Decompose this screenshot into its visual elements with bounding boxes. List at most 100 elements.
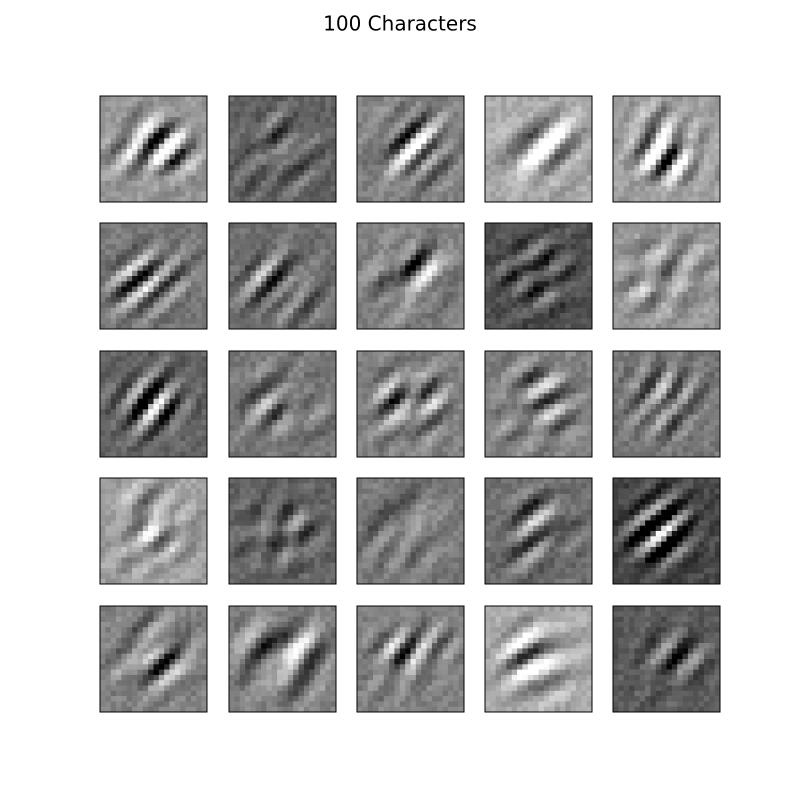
pixel [357,297,363,303]
pixel [623,291,630,298]
pixel [575,302,582,309]
pixel [196,149,202,155]
pixel [383,143,390,150]
pixel [105,122,111,129]
pixel [180,244,186,250]
pixel [261,297,267,303]
pixel [378,265,385,271]
pixel [399,101,406,107]
pixel [250,149,257,155]
pixel [511,233,518,240]
pixel [314,244,321,250]
pixel [105,186,111,192]
pixel [559,106,566,113]
pixel [185,430,192,437]
pixel [421,372,427,378]
pixel [613,244,619,250]
pixel [169,122,176,129]
pixel [517,307,523,314]
pixel [137,361,144,368]
pixel [190,351,197,357]
pixel [527,270,534,277]
pixel [234,133,240,139]
pixel [618,175,624,182]
pixel [293,270,299,277]
pixel [389,238,395,245]
pixel [239,238,246,245]
pixel [634,127,641,134]
pixel [682,133,689,139]
pixel [148,159,154,166]
pixel [303,281,310,287]
pixel [185,291,192,298]
pixel [239,254,246,261]
pixel [357,138,363,144]
pixel [426,382,433,389]
pixel [239,175,246,182]
pixel [581,138,587,144]
pixel [282,307,289,314]
pixel [543,175,550,182]
pixel [703,254,710,261]
pixel [570,175,577,182]
pixel [442,260,449,266]
pixel [190,170,197,176]
pixel [201,265,208,271]
pixel [437,127,443,134]
pixel [565,191,571,197]
pixel [164,249,170,256]
pixel [105,307,111,314]
pixel [239,313,246,319]
pixel [655,191,662,197]
pixel [703,297,710,303]
image-panel [612,222,721,330]
pixel [201,254,208,261]
pixel [453,196,459,203]
pixel [703,191,710,197]
pixel [698,307,705,314]
pixel [174,281,181,287]
pixel [293,393,299,399]
pixel [362,307,368,314]
pixel [164,143,170,150]
pixel [394,191,401,197]
pixel [373,238,379,245]
pixel [394,186,401,192]
pixel [132,409,138,415]
pixel [506,233,513,240]
pixel [554,270,561,277]
pixel [661,170,667,176]
pixel [501,154,507,160]
pixel [164,164,170,171]
pixel [522,117,529,123]
pixel [201,388,208,394]
pixel [121,180,128,187]
pixel [623,244,630,250]
pixel [190,154,197,160]
pixel [239,96,246,102]
pixel [549,238,555,245]
pixel [105,175,111,182]
pixel [100,228,106,234]
pixel [148,254,154,261]
pixel [266,196,273,203]
pixel [495,286,502,293]
pixel [250,228,257,234]
pixel [655,106,662,113]
pixel [383,313,390,319]
pixel [410,228,417,234]
pixel [298,138,305,144]
pixel [229,356,235,362]
pixel [714,170,721,176]
pixel [634,180,641,187]
pixel [169,323,176,330]
pixel [575,191,582,197]
pixel [277,175,283,182]
pixel [132,127,138,134]
pixel [153,419,160,426]
pixel [245,244,251,250]
pixel [405,122,411,129]
pixel [613,265,619,271]
pixel [501,276,507,282]
pixel [105,313,111,319]
